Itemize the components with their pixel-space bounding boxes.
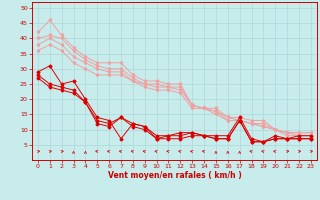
X-axis label: Vent moyen/en rafales ( km/h ): Vent moyen/en rafales ( km/h ) <box>108 171 241 180</box>
